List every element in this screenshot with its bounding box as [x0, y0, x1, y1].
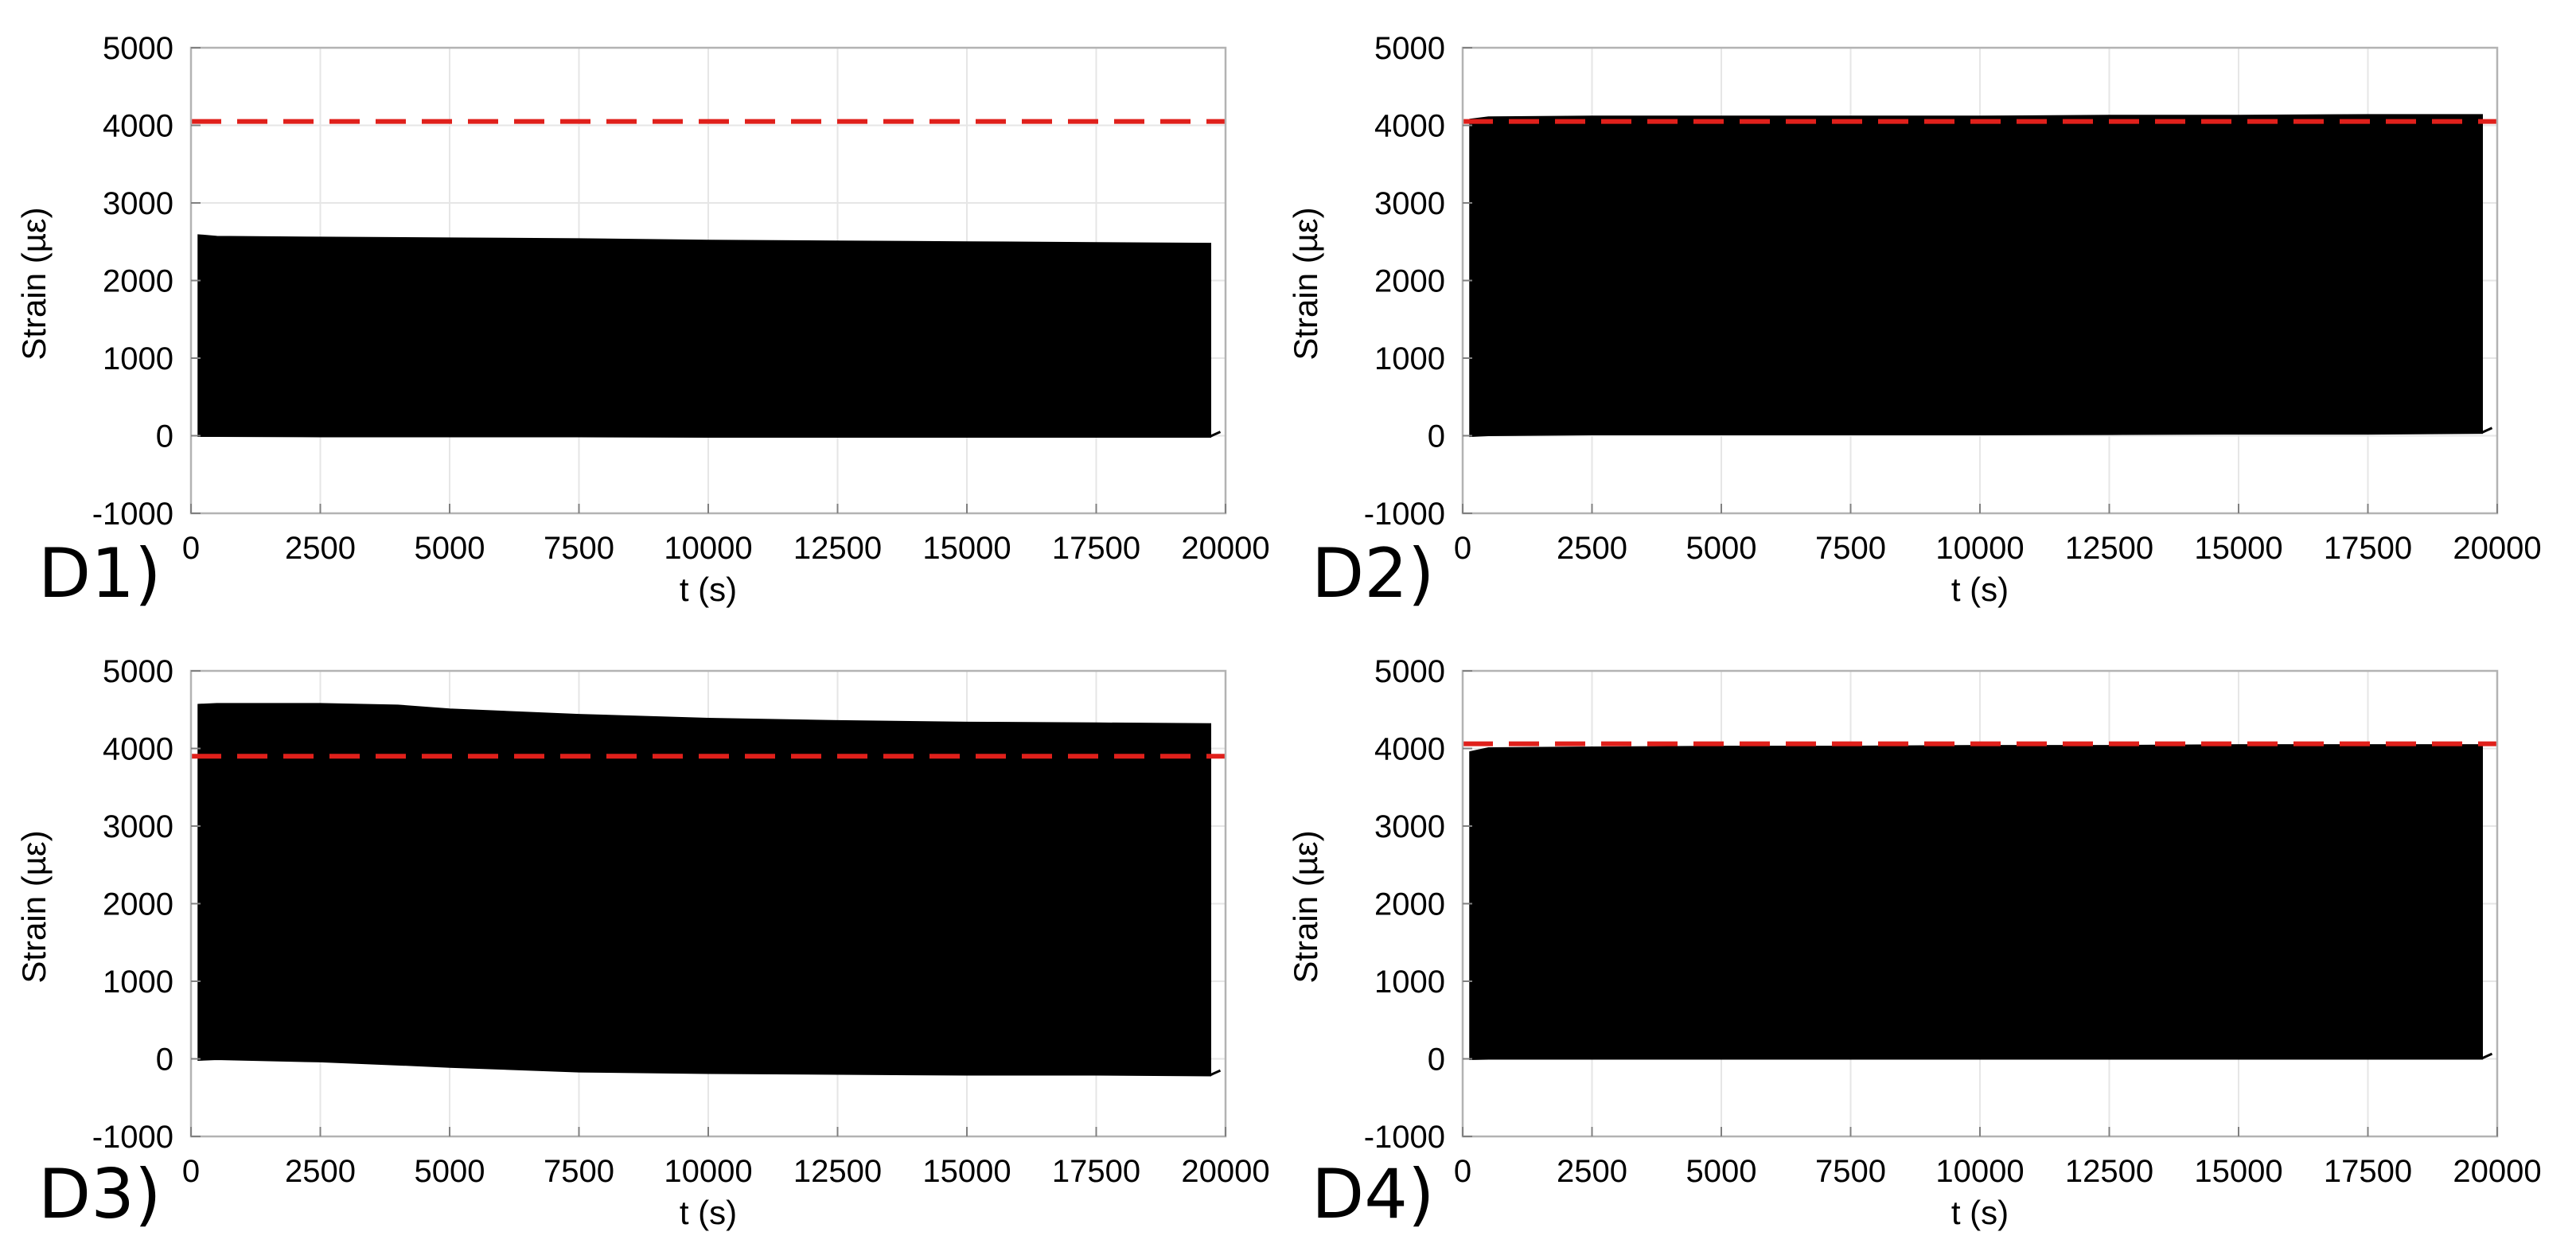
x-tick-label: 20000 — [2453, 1154, 2541, 1189]
signal-tail — [2481, 1052, 2493, 1060]
x-axis-label: t (s) — [1951, 571, 2009, 608]
y-tick-label: 3000 — [103, 809, 173, 844]
x-tick-label: 2500 — [285, 1154, 356, 1189]
signal-tail — [1209, 1069, 1222, 1077]
y-tick-label: 2000 — [103, 887, 173, 922]
y-axis-label: Strain (µε) — [15, 207, 53, 360]
chart-panel-4: -1000 0 1000 2000 3000 4000 5000 0 2500 5000 7500 1… — [1287, 654, 2542, 1234]
y-tick-label: -1000 — [1364, 1120, 1445, 1155]
y-tick-label: -1000 — [1364, 497, 1445, 532]
x-tick-label: 15000 — [922, 1154, 1011, 1189]
x-tick-label: 17500 — [2324, 1154, 2412, 1189]
y-tick-label: 1000 — [103, 965, 173, 1000]
x-tick-label: 0 — [182, 1154, 200, 1189]
panel-label: D1) — [38, 534, 162, 614]
y-tick-label: 2000 — [103, 264, 173, 299]
x-tick-label: 12500 — [2065, 1154, 2153, 1189]
x-tick-label: 20000 — [1181, 531, 1269, 566]
x-tick-label: 20000 — [2453, 531, 2541, 566]
y-tick-label: 0 — [1428, 419, 1445, 454]
x-tick-label: 10000 — [1935, 1154, 2024, 1189]
x-tick-label: 12500 — [2065, 531, 2153, 566]
x-tick-label: 10000 — [1935, 531, 2024, 566]
panel-label: D3) — [38, 1155, 162, 1234]
x-tick-label: 17500 — [1052, 531, 1140, 566]
x-tick-label: 5000 — [1686, 1154, 1757, 1189]
x-tick-label: 15000 — [2194, 531, 2282, 566]
y-tick-label: 5000 — [1374, 31, 1445, 66]
x-tick-label: 2500 — [1557, 531, 1627, 566]
x-axis-label: t (s) — [680, 1194, 737, 1231]
chart-panel-3: -1000 0 1000 2000 3000 4000 5000 0 2500 5000 7500 1… — [15, 654, 1270, 1234]
x-tick-label: 15000 — [2194, 1154, 2282, 1189]
y-tick-label: -1000 — [92, 1120, 173, 1155]
signal-band — [1469, 114, 2483, 438]
x-tick-label: 7500 — [1815, 1154, 1886, 1189]
chart-panel-1: -1000 0 1000 2000 3000 4000 5000 0 2500 5000 7500 1… — [15, 31, 1270, 614]
y-tick-label: 1000 — [1374, 341, 1445, 376]
x-tick-label: 2500 — [285, 531, 356, 566]
x-tick-label: 17500 — [1052, 1154, 1140, 1189]
chart-panel-2: -1000 0 1000 2000 3000 4000 5000 0 2500 5000 7500 1… — [1287, 31, 2542, 614]
x-tick-label: 15000 — [922, 531, 1011, 566]
x-axis-label: t (s) — [680, 571, 737, 608]
x-tick-label: 5000 — [1686, 531, 1757, 566]
x-tick-label: 7500 — [1815, 531, 1886, 566]
y-tick-label: 0 — [156, 1043, 173, 1078]
y-tick-label: 1000 — [103, 341, 173, 376]
panel-label: D4) — [1311, 1155, 1435, 1234]
y-tick-label: 2000 — [1374, 887, 1445, 922]
x-tick-label: 10000 — [664, 1154, 752, 1189]
y-tick-label: 4000 — [1374, 732, 1445, 767]
y-tick-label: 4000 — [103, 732, 173, 767]
signal-tail — [1209, 431, 1222, 438]
x-tick-label: 2500 — [1557, 1154, 1627, 1189]
y-axis-label: Strain (µε) — [1287, 207, 1324, 360]
signal-band — [197, 703, 1211, 1077]
x-tick-label: 10000 — [664, 531, 752, 566]
y-tick-label: -1000 — [92, 497, 173, 532]
y-tick-label: 5000 — [103, 654, 173, 689]
y-tick-label: 3000 — [1374, 809, 1445, 844]
y-tick-label: 5000 — [1374, 654, 1445, 689]
y-tick-label: 2000 — [1374, 264, 1445, 299]
y-tick-label: 3000 — [1374, 186, 1445, 221]
x-tick-label: 12500 — [793, 1154, 882, 1189]
x-tick-label: 7500 — [544, 1154, 614, 1189]
signal-band — [1469, 744, 2483, 1061]
y-tick-label: 4000 — [103, 109, 173, 144]
x-tick-label: 12500 — [793, 531, 882, 566]
y-axis-label: Strain (µε) — [1287, 830, 1324, 983]
x-tick-label: 17500 — [2324, 531, 2412, 566]
x-tick-label: 0 — [182, 531, 200, 566]
y-axis-label: Strain (µε) — [15, 830, 53, 983]
signal-tail — [2481, 427, 2493, 434]
x-tick-label: 5000 — [415, 1154, 485, 1189]
y-tick-label: 5000 — [103, 31, 173, 66]
y-tick-label: 0 — [1428, 1043, 1445, 1078]
x-tick-label: 20000 — [1181, 1154, 1269, 1189]
x-tick-label: 0 — [1454, 1154, 1471, 1189]
x-tick-label: 5000 — [415, 531, 485, 566]
x-axis-label: t (s) — [1951, 1194, 2009, 1231]
panel-label: D2) — [1311, 534, 1435, 614]
y-tick-label: 4000 — [1374, 109, 1445, 144]
signal-band — [197, 234, 1211, 438]
x-tick-label: 0 — [1454, 531, 1471, 566]
y-tick-label: 3000 — [103, 186, 173, 221]
y-tick-label: 0 — [156, 419, 173, 454]
x-tick-label: 7500 — [544, 531, 614, 566]
y-tick-label: 1000 — [1374, 965, 1445, 1000]
